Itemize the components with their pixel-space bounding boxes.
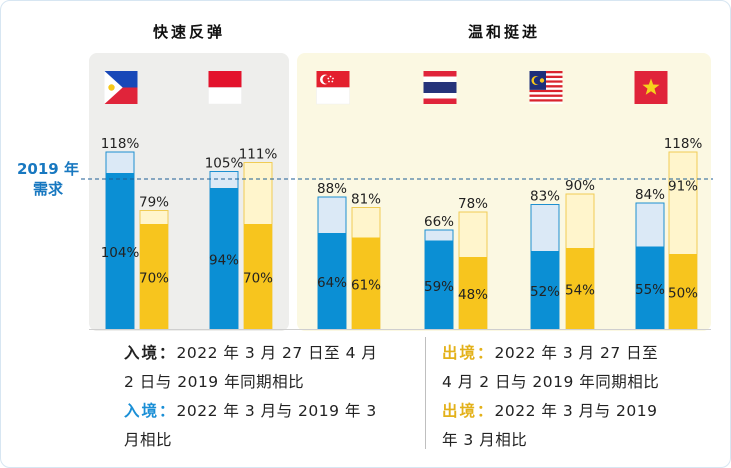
legend-row-inbound-week-cont: 2 日与 2019 年同期相比: [124, 368, 377, 397]
legend-label: 出境：: [442, 344, 495, 362]
flag-moon-cut: [533, 76, 542, 85]
legend-row-outbound-week-cont: 4 月 2 日与 2019 年同期相比: [442, 368, 659, 397]
flag-stripe: [529, 96, 563, 100]
group-panel-moderate-advance: [297, 53, 711, 331]
flag-stripe: [529, 94, 563, 97]
legend-divider: [425, 337, 426, 449]
data-label-inbound-month: 52%: [530, 284, 560, 300]
legend-row-outbound-week: 出境：2022 年 3 月 27 日至: [442, 339, 659, 368]
legend-text: 2022 年 3 月 27 日至 4 月: [176, 344, 378, 362]
flag-star: [331, 80, 334, 83]
flag-star: [539, 78, 545, 83]
data-label-outbound-week: 79%: [139, 195, 169, 211]
data-label-outbound-month: 48%: [458, 287, 488, 303]
data-label-inbound-week: 66%: [424, 214, 454, 230]
flag-philippines: [104, 71, 138, 104]
group-title-moderate-advance: 温和挺进: [468, 23, 540, 41]
flag-star: [332, 77, 334, 80]
data-label-inbound-month: 104%: [101, 245, 140, 261]
legend-label: 入境：: [124, 344, 177, 362]
data-label-inbound-week: 83%: [530, 189, 560, 205]
data-label-outbound-extent: 118%: [664, 136, 703, 152]
data-label-inbound-month: 59%: [424, 279, 454, 295]
legend-right: 出境：2022 年 3 月 27 日至 4 月 2 日与 2019 年同期相比 …: [442, 339, 659, 455]
legend-left: 入境：2022 年 3 月 27 日至 4 月 2 日与 2019 年同期相比 …: [124, 339, 377, 455]
flag-stripe: [423, 71, 457, 77]
bar-inbound-month: [425, 240, 453, 329]
data-label-inbound-month: 55%: [635, 282, 665, 298]
data-label-inbound-week: 84%: [635, 187, 665, 203]
data-label-outbound-month: 50%: [668, 286, 698, 302]
flag-indonesia: [208, 71, 242, 105]
data-label-inbound-month: 94%: [209, 253, 239, 269]
legend-label: 出境：: [442, 402, 495, 420]
flag-malaysia: [529, 71, 563, 104]
legend-text: 年 3 月相比: [442, 431, 528, 449]
data-label-inbound-week: 88%: [317, 181, 347, 197]
data-label-outbound-week: 91%: [668, 179, 698, 195]
data-label-outbound-week: 90%: [565, 178, 595, 194]
flag-stripe: [529, 101, 563, 104]
bar-outbound-month: [352, 237, 380, 329]
flag-stripe: [208, 87, 242, 105]
bar-inbound-month: [531, 251, 559, 329]
flag-stripe: [529, 92, 563, 95]
legend-row-outbound-month: 出境：2022 年 3 月与 2019: [442, 397, 659, 426]
data-label-outbound-month: 54%: [565, 283, 595, 299]
legend-row-inbound-month-cont: 月相比: [124, 426, 377, 455]
group-panel-rapid-rebound: [89, 53, 289, 331]
flag-stripe: [423, 82, 457, 93]
flag-singapore: [316, 71, 350, 105]
legend-row-inbound-week: 入境：2022 年 3 月 27 日至 4 月: [124, 339, 377, 368]
legend-row-outbound-month-cont: 年 3 月相比: [442, 426, 659, 455]
legend-text: 2022 年 3 月 27 日至: [494, 344, 659, 362]
flag-star: [328, 80, 330, 83]
flag-stripe: [529, 89, 563, 93]
flag-stripe: [529, 99, 563, 102]
reference-label-demand: 需求: [33, 180, 64, 198]
legend-text: 2022 年 3 月与 2019: [494, 402, 658, 420]
data-label-inbound-week: 105%: [205, 156, 244, 172]
data-label-outbound-month: 61%: [351, 277, 381, 293]
flag-stripe: [316, 87, 350, 105]
flag-stripe: [423, 76, 457, 82]
data-label-outbound-week: 78%: [458, 196, 488, 212]
legend-text: 2 日与 2019 年同期相比: [124, 373, 305, 391]
flag-vietnam: [634, 71, 668, 104]
flag-star: [327, 77, 330, 80]
flag-sun: [108, 84, 115, 91]
bar-outbound-month: [669, 254, 697, 329]
bar-inbound-month: [636, 246, 664, 329]
legend-label: 入境：: [124, 402, 177, 420]
bar-inbound-month: [210, 188, 238, 329]
flag-thailand: [423, 71, 457, 104]
bar-outbound-month: [566, 248, 594, 329]
bar-outbound-month: [244, 224, 272, 329]
legend-text: 4 月 2 日与 2019 年同期相比: [442, 373, 660, 391]
flag-stripe: [423, 93, 457, 99]
flag-stripe: [208, 71, 242, 88]
legend-text: 2022 年 3 月与 2019 年 3: [176, 402, 377, 420]
bar-inbound-month: [318, 233, 346, 329]
legend-row-inbound-month: 入境：2022 年 3 月与 2019 年 3: [124, 397, 377, 426]
flag-stripe: [423, 98, 457, 104]
data-label-outbound-week: 111%: [239, 147, 278, 163]
reference-label-year: 2019 年: [17, 160, 79, 178]
data-label-outbound-week: 81%: [351, 192, 381, 208]
legend-text: 月相比: [124, 431, 173, 449]
bar-inbound-month: [106, 173, 134, 329]
bar-outbound-month: [140, 224, 168, 329]
data-label-inbound-month: 64%: [317, 275, 347, 291]
flag-star: [329, 75, 332, 78]
group-title-rapid-rebound: 快速反弹: [153, 23, 225, 41]
bar-outbound-month: [459, 257, 487, 329]
data-label-outbound-month: 70%: [139, 271, 169, 287]
flag-star: [642, 78, 660, 95]
data-label-outbound-month: 70%: [243, 271, 273, 287]
data-label-inbound-week: 118%: [101, 136, 140, 152]
